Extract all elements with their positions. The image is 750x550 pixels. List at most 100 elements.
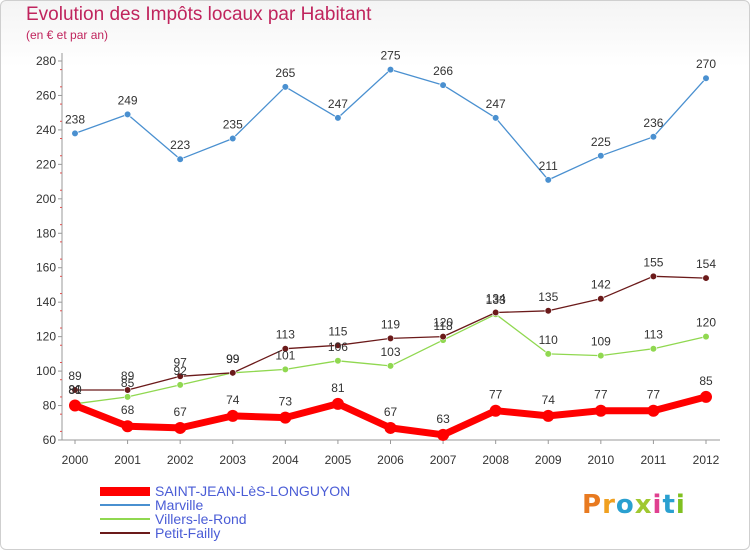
- y-tick-label: 200: [36, 192, 56, 206]
- data-point: [542, 409, 555, 422]
- data-point: [386, 334, 395, 342]
- data-label: 120: [696, 316, 716, 330]
- legend-item: Marville: [100, 498, 350, 512]
- legend-swatch: [100, 532, 150, 534]
- data-point: [702, 74, 710, 82]
- legend-label: Marville: [155, 497, 204, 513]
- data-label: 211: [539, 159, 558, 173]
- y-tick-label: 140: [36, 295, 56, 309]
- y-tick-label: 100: [36, 364, 56, 378]
- data-point: [594, 404, 607, 417]
- data-point: [229, 369, 237, 377]
- data-point: [281, 83, 289, 91]
- x-tick-label: 2004: [272, 453, 299, 467]
- y-tick-label: 160: [36, 261, 56, 275]
- legend-label: Villers-le-Rond: [155, 511, 247, 527]
- data-point: [544, 176, 552, 184]
- legend: SAINT-JEAN-LèS-LONGUYON Marville Villers…: [100, 484, 350, 540]
- y-tick-label: 280: [36, 54, 56, 68]
- data-point: [334, 341, 342, 349]
- data-label: 109: [591, 335, 611, 349]
- data-label: 85: [699, 374, 713, 388]
- data-label: 266: [433, 64, 453, 78]
- x-tick-label: 2001: [114, 453, 141, 467]
- data-label: 223: [170, 138, 190, 152]
- data-label: 236: [643, 116, 663, 130]
- data-label: 103: [380, 345, 400, 359]
- data-label: 80: [68, 383, 82, 397]
- y-tick-label: 220: [36, 157, 56, 171]
- data-label: 113: [644, 328, 663, 342]
- legend-swatch: [100, 518, 150, 520]
- data-point: [649, 345, 658, 353]
- data-label: 155: [643, 255, 663, 269]
- proxiti-logo: Proxiti: [582, 490, 686, 520]
- data-label: 133: [486, 293, 506, 307]
- x-tick-label: 2005: [325, 453, 352, 467]
- data-label: 68: [121, 403, 135, 417]
- data-label: 247: [486, 97, 506, 111]
- data-point: [281, 365, 289, 373]
- data-point: [384, 421, 397, 434]
- data-label: 275: [380, 49, 400, 63]
- data-label: 81: [68, 383, 82, 397]
- data-label: 74: [226, 393, 240, 407]
- data-label: 106: [328, 340, 348, 354]
- data-label: 110: [539, 333, 558, 347]
- data-label: 134: [486, 292, 506, 306]
- data-point: [123, 110, 132, 119]
- data-label: 225: [591, 135, 611, 149]
- data-label: 73: [279, 395, 293, 409]
- x-tick-label: 2000: [62, 453, 89, 467]
- data-point: [597, 152, 605, 160]
- data-point: [71, 386, 79, 394]
- data-point: [123, 393, 132, 401]
- logo-letter: i: [675, 490, 686, 520]
- data-point: [492, 114, 500, 122]
- data-point: [702, 274, 710, 282]
- data-point: [176, 155, 184, 163]
- data-point: [597, 351, 605, 360]
- data-point: [281, 345, 289, 353]
- x-tick-label: 2002: [167, 453, 194, 467]
- data-label: 85: [121, 376, 135, 390]
- data-label: 81: [331, 381, 345, 395]
- data-label: 249: [118, 93, 138, 107]
- data-point: [279, 411, 292, 424]
- legend-item: Villers-le-Rond: [100, 512, 350, 526]
- data-point: [123, 386, 132, 394]
- data-point: [489, 404, 502, 417]
- data-label: 135: [538, 290, 558, 304]
- data-label: 92: [173, 364, 187, 378]
- x-tick-label: 2006: [377, 453, 404, 467]
- data-label: 63: [436, 412, 450, 426]
- data-point: [647, 404, 660, 417]
- y-tick-label: 120: [36, 330, 56, 344]
- chart-subtitle: (en € et par an): [26, 28, 109, 42]
- data-point: [702, 333, 710, 341]
- logo-letter: P: [582, 490, 603, 520]
- data-point: [334, 114, 342, 122]
- data-point: [386, 362, 395, 370]
- series-line: [74, 68, 707, 181]
- data-label: 77: [489, 388, 503, 402]
- data-label: 238: [65, 112, 85, 126]
- series-line: [75, 275, 707, 391]
- data-label: 99: [226, 352, 240, 366]
- data-point: [176, 381, 184, 389]
- data-point: [439, 333, 447, 341]
- data-label: 89: [121, 369, 135, 383]
- y-tick-label: 240: [36, 123, 56, 137]
- logo-letter: i: [652, 490, 663, 520]
- data-label: 235: [223, 118, 243, 132]
- data-label: 67: [173, 405, 187, 419]
- data-point: [226, 409, 239, 422]
- data-label: 101: [275, 348, 295, 362]
- data-point: [229, 134, 237, 143]
- data-point: [176, 372, 184, 380]
- x-tick-label: 2007: [430, 453, 457, 467]
- data-label: 120: [433, 316, 453, 330]
- x-tick-label: 2010: [587, 453, 614, 467]
- data-label: 97: [173, 355, 187, 369]
